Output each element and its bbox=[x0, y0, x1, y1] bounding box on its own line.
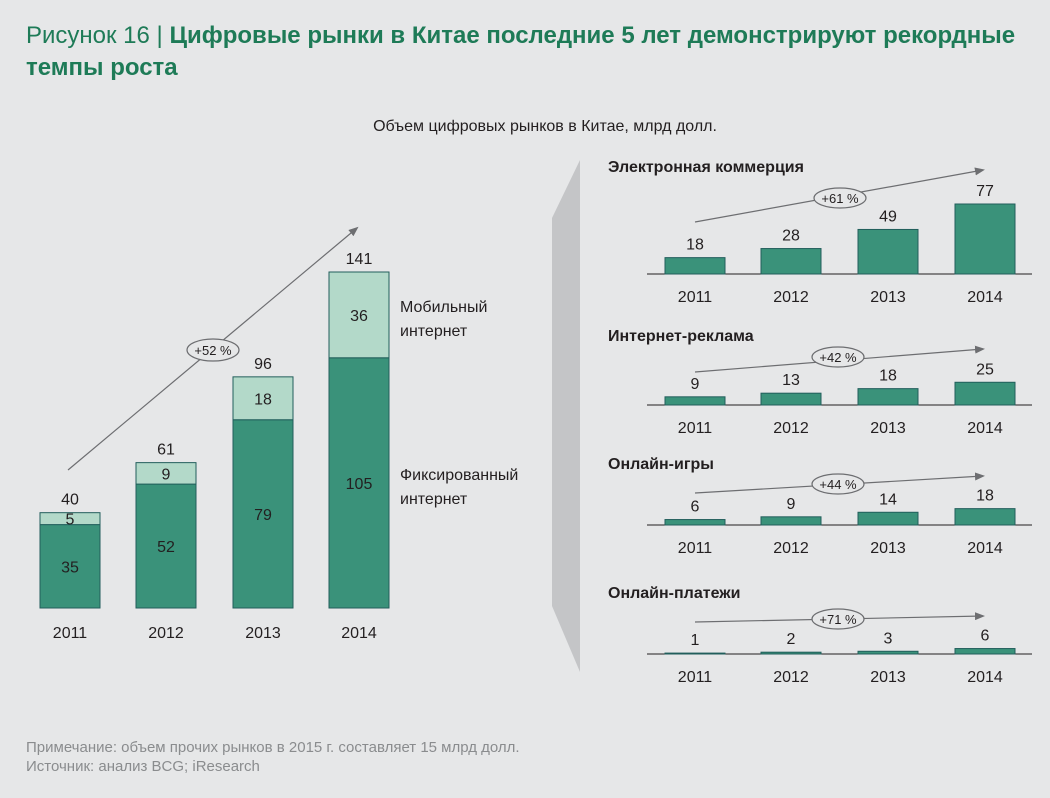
bar bbox=[664, 519, 726, 526]
figure-label: Рисунок 16 | bbox=[26, 22, 163, 49]
figure-title: Рисунок 16 | Цифровые рынки в Китае посл… bbox=[26, 20, 1026, 84]
bar bbox=[954, 203, 1016, 275]
x-tick-label: 2012 bbox=[773, 420, 809, 437]
bar bbox=[664, 652, 726, 655]
x-tick-label: 2011 bbox=[678, 289, 713, 306]
bar-value-mobile: 36 bbox=[350, 308, 368, 325]
panel-title: Интернет-реклама bbox=[608, 328, 754, 345]
bar bbox=[857, 511, 919, 526]
zoom-connector-wedge bbox=[552, 160, 580, 672]
bar bbox=[760, 248, 822, 275]
footer: Примечание: объем прочих рынков в 2015 г… bbox=[26, 738, 520, 776]
bar-value-label: 1 bbox=[691, 632, 700, 649]
bar-value-label: 18 bbox=[686, 237, 704, 254]
x-tick-label: 2013 bbox=[870, 669, 906, 686]
bar bbox=[954, 508, 1016, 526]
bar-value-label: 9 bbox=[691, 376, 700, 393]
bar-total-label: 61 bbox=[157, 442, 175, 459]
footnote: Примечание: объем прочих рынков в 2015 г… bbox=[26, 739, 520, 756]
bar-fixed-internet bbox=[328, 357, 390, 609]
bar-value-fixed: 52 bbox=[157, 539, 175, 556]
bar-value-label: 77 bbox=[976, 183, 994, 200]
x-tick-label: 2011 bbox=[678, 420, 713, 437]
bar-value-label: 2 bbox=[787, 631, 796, 648]
chart-subtitle: Объем цифровых рынков в Китае, млрд долл… bbox=[373, 118, 717, 135]
x-tick-label: 2011 bbox=[678, 669, 713, 686]
x-tick-label: 2012 bbox=[773, 669, 809, 686]
bar-value-fixed: 79 bbox=[254, 507, 272, 524]
source-note: Источник: анализ BCG; iResearch bbox=[26, 758, 260, 775]
growth-badge bbox=[813, 187, 867, 209]
legend-fixed-line2: интернет bbox=[400, 491, 468, 508]
bar-value-label: 3 bbox=[884, 630, 893, 647]
growth-label: +42 % bbox=[819, 350, 857, 365]
panel-title: Электронная коммерция bbox=[608, 159, 804, 176]
x-tick-label: 2014 bbox=[341, 625, 377, 642]
bar-value-label: 25 bbox=[976, 361, 994, 378]
bar-total-label: 40 bbox=[61, 492, 79, 509]
x-tick-label: 2012 bbox=[773, 540, 809, 557]
panel-title: Онлайн-платежи bbox=[608, 585, 740, 602]
x-tick-label: 2012 bbox=[773, 289, 809, 306]
x-tick-label: 2013 bbox=[870, 420, 906, 437]
bar-value-label: 28 bbox=[782, 228, 800, 245]
growth-label: +52 % bbox=[194, 343, 232, 358]
growth-label: +61 % bbox=[821, 191, 859, 206]
bar bbox=[857, 228, 919, 275]
bar bbox=[760, 651, 822, 655]
bar bbox=[857, 650, 919, 655]
bar bbox=[664, 396, 726, 406]
bar-value-fixed: 105 bbox=[346, 476, 373, 493]
x-tick-label: 2014 bbox=[967, 540, 1003, 557]
bar-value-label: 6 bbox=[691, 499, 700, 516]
bar-value-mobile: 9 bbox=[162, 466, 171, 483]
bar-value-label: 9 bbox=[787, 496, 796, 513]
legend-fixed-line1: Фиксированный bbox=[400, 467, 518, 484]
bar-value-label: 49 bbox=[879, 208, 897, 225]
x-tick-label: 2013 bbox=[870, 289, 906, 306]
panel-title: Онлайн-игры bbox=[608, 456, 714, 473]
bar-mobile-internet bbox=[328, 271, 390, 359]
bar-value-label: 18 bbox=[976, 488, 994, 505]
bar-mobile-internet bbox=[232, 376, 294, 421]
x-tick-label: 2013 bbox=[870, 540, 906, 557]
legend-mobile-line2: интернет bbox=[400, 323, 468, 340]
bar-value-label: 14 bbox=[879, 491, 897, 508]
bar-value-fixed: 35 bbox=[61, 559, 79, 576]
bar-value-mobile: 5 bbox=[66, 512, 75, 529]
bar-total-label: 96 bbox=[254, 356, 272, 373]
growth-label: +44 % bbox=[819, 477, 857, 492]
bar bbox=[760, 516, 822, 526]
figure-title-text: Цифровые рынки в Китае последние 5 лет д… bbox=[26, 22, 1016, 81]
bar bbox=[954, 381, 1016, 406]
bar-value-mobile: 18 bbox=[254, 391, 272, 408]
x-tick-label: 2012 bbox=[148, 625, 184, 642]
legend-mobile-line1: Мобильный bbox=[400, 299, 487, 316]
bar-value-label: 13 bbox=[782, 372, 800, 389]
bar bbox=[760, 392, 822, 406]
x-tick-label: 2011 bbox=[53, 625, 88, 642]
bar bbox=[954, 648, 1016, 655]
bar-fixed-internet bbox=[232, 419, 294, 609]
bar-total-label: 141 bbox=[346, 251, 373, 268]
growth-label: +71 % bbox=[819, 612, 857, 627]
bar bbox=[664, 257, 726, 275]
x-tick-label: 2013 bbox=[245, 625, 281, 642]
x-tick-label: 2011 bbox=[678, 540, 713, 557]
bar-fixed-internet bbox=[39, 524, 101, 609]
bar-value-label: 18 bbox=[879, 368, 897, 385]
x-tick-label: 2014 bbox=[967, 420, 1003, 437]
x-tick-label: 2014 bbox=[967, 669, 1003, 686]
bar-value-label: 6 bbox=[981, 628, 990, 645]
growth-badge bbox=[811, 473, 865, 495]
bar-mobile-internet bbox=[39, 512, 101, 526]
growth-badge bbox=[811, 608, 865, 630]
bar bbox=[857, 388, 919, 406]
bar-mobile-internet bbox=[135, 462, 197, 485]
growth-badge bbox=[186, 338, 240, 362]
growth-badge bbox=[811, 346, 865, 368]
x-tick-label: 2014 bbox=[967, 289, 1003, 306]
